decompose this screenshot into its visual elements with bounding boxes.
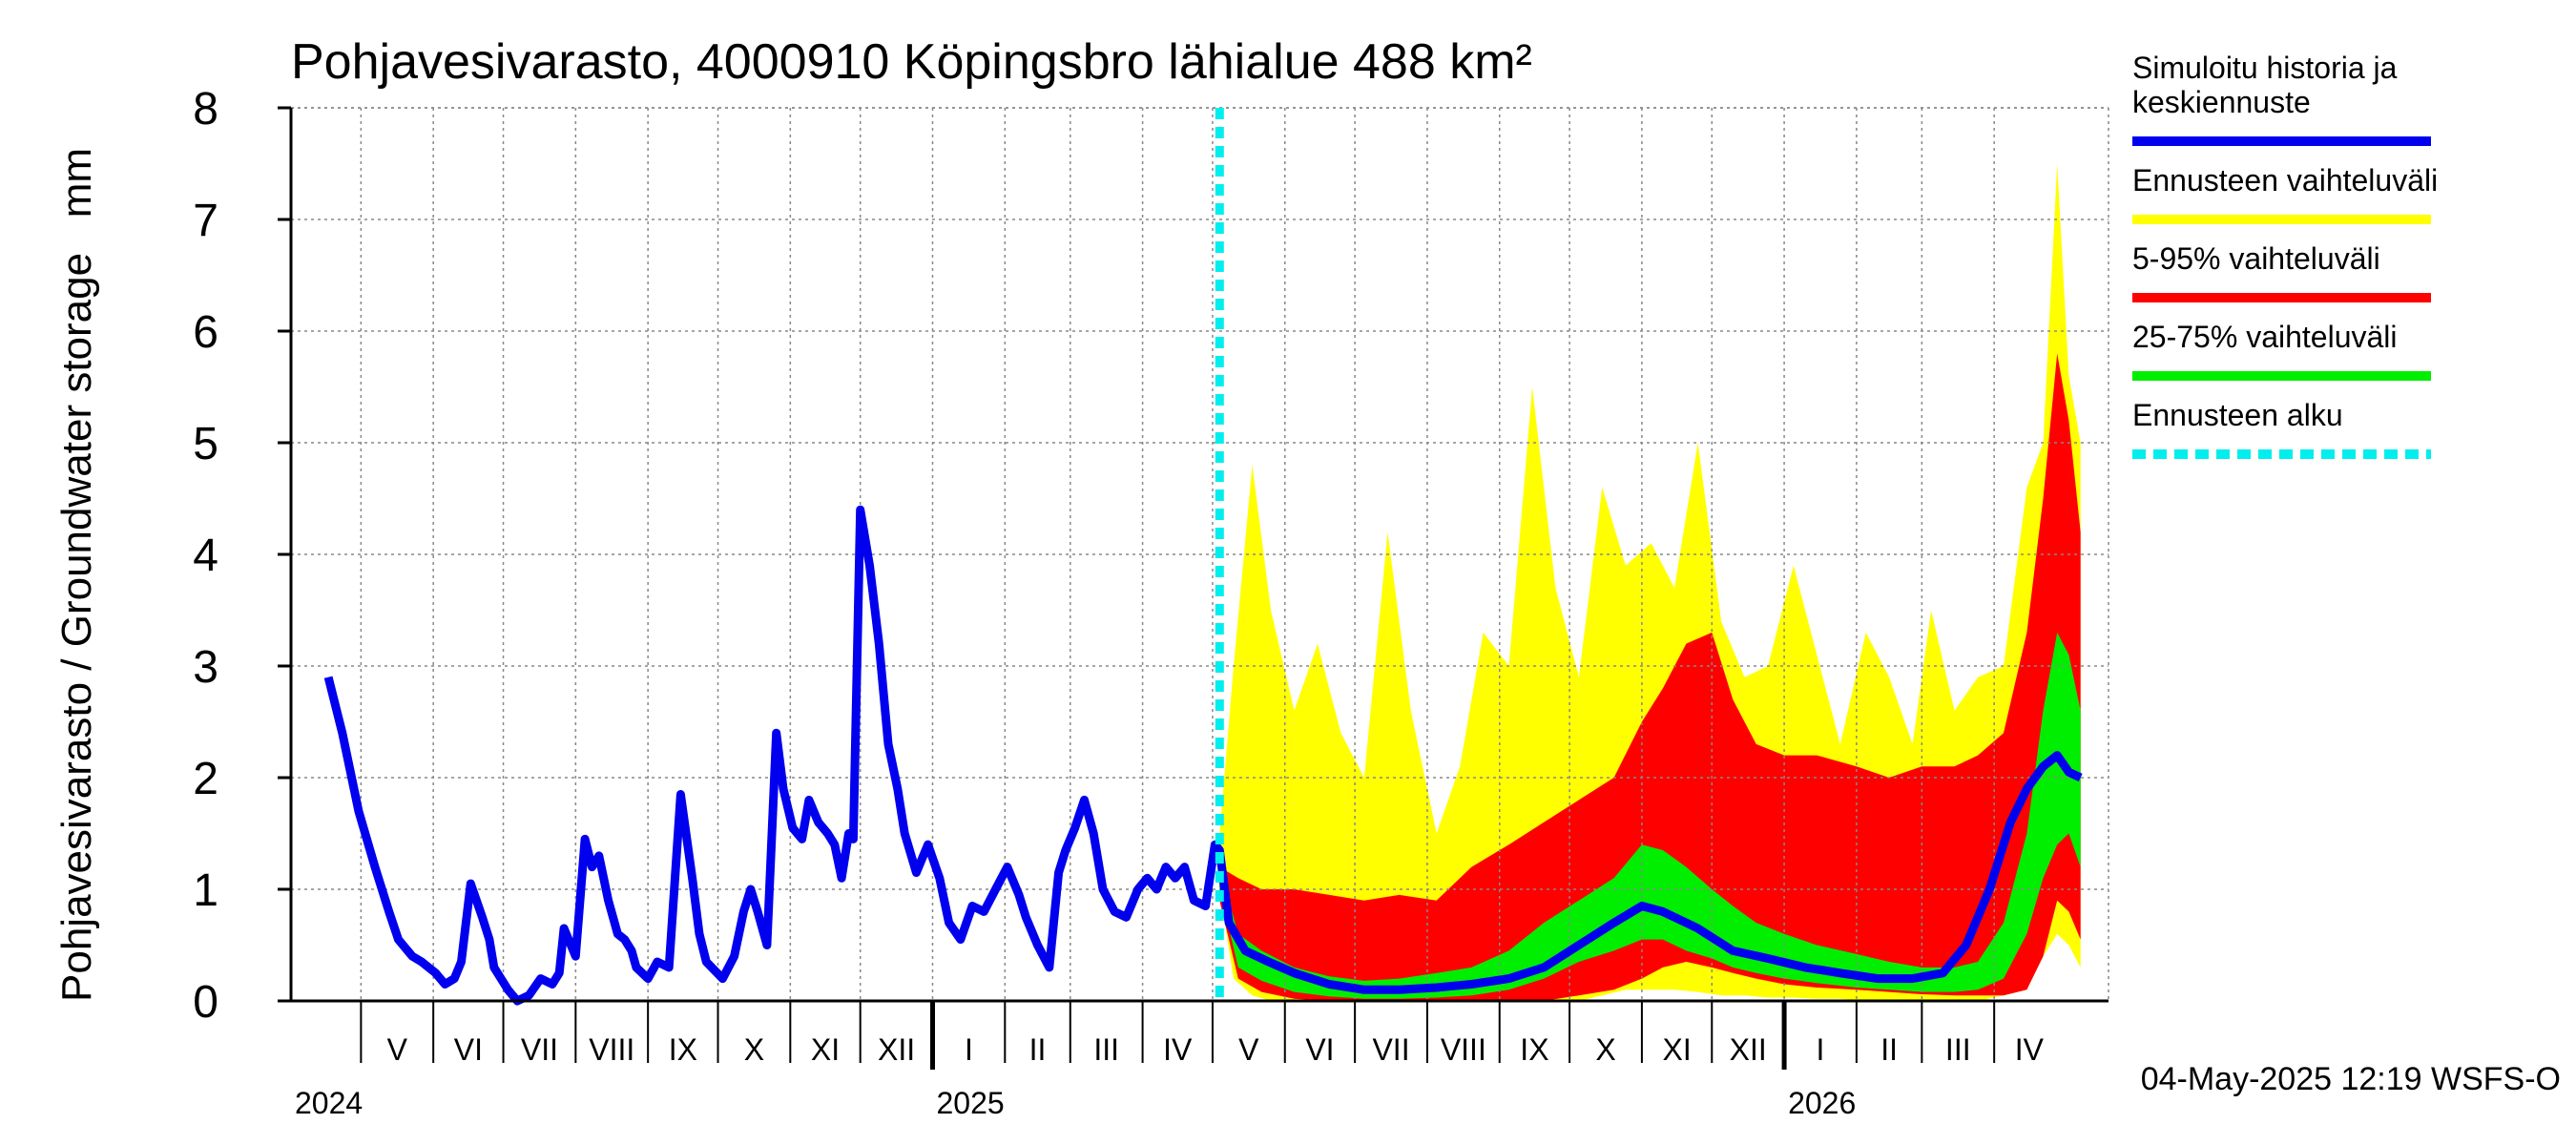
month-label: VII — [521, 1032, 558, 1067]
month-label: X — [1595, 1032, 1615, 1067]
band-3 — [1219, 632, 2081, 999]
chart-title: Pohjavesivarasto, 4000910 Köpingsbro läh… — [291, 34, 1532, 90]
month-label: I — [965, 1032, 973, 1067]
month-label: X — [744, 1032, 764, 1067]
month-label: XI — [1662, 1032, 1691, 1067]
y-tick-label: 4 — [193, 531, 218, 581]
month-label: V — [387, 1032, 408, 1067]
legend-label: Simuloitu historia ja — [2132, 51, 2398, 85]
month-label: IV — [2015, 1032, 2045, 1067]
year-label: 2026 — [1788, 1086, 1856, 1120]
y-tick-label: 7 — [193, 196, 218, 246]
month-label: XII — [1730, 1032, 1767, 1067]
series-lines — [323, 108, 2083, 1006]
month-label: III — [1945, 1032, 1971, 1067]
month-label: XI — [811, 1032, 840, 1067]
month-label: II — [1880, 1032, 1898, 1067]
legend-label: 25-75% vaihteluväli — [2132, 320, 2398, 354]
legend-label: Ennusteen alku — [2132, 398, 2343, 432]
y-axis-label: Pohjavesivarasto / Groundwater storage m… — [53, 148, 100, 1002]
legend-label: keskiennuste — [2132, 85, 2311, 119]
month-label: I — [1817, 1032, 1825, 1067]
forecast-bands — [1219, 163, 2081, 1001]
year-label: 2024 — [295, 1086, 363, 1120]
y-tick-label: 5 — [193, 419, 218, 469]
month-label: VI — [1305, 1032, 1334, 1067]
y-tick-label: 8 — [193, 84, 218, 135]
month-label: VI — [454, 1032, 483, 1067]
year-label: 2025 — [936, 1086, 1004, 1120]
month-label: VIII — [1441, 1032, 1486, 1067]
grid — [291, 107, 2109, 1001]
month-label: IX — [669, 1032, 697, 1067]
y-tick-label: 0 — [193, 977, 218, 1028]
y-tick-label: 3 — [193, 642, 218, 693]
month-label: II — [1029, 1032, 1047, 1067]
footer-timestamp: 04-May-2025 12:19 WSFS-O — [2141, 1061, 2561, 1097]
month-label: IV — [1163, 1032, 1193, 1067]
month-label: XII — [878, 1032, 915, 1067]
month-label: V — [1238, 1032, 1259, 1067]
month-label: VIII — [589, 1032, 634, 1067]
series-line-median — [323, 505, 2083, 1006]
month-label: III — [1093, 1032, 1119, 1067]
month-label: IX — [1520, 1032, 1548, 1067]
legend-label: 5-95% vaihteluväli — [2132, 241, 2380, 276]
y-tick-label: 2 — [193, 754, 218, 804]
month-label: VII — [1372, 1032, 1409, 1067]
band-2 — [1219, 353, 2081, 1001]
legend-label: Ennusteen vaihteluväli — [2132, 163, 2438, 198]
y-tick-label: 1 — [193, 865, 218, 916]
y-tick-label: 6 — [193, 307, 218, 358]
